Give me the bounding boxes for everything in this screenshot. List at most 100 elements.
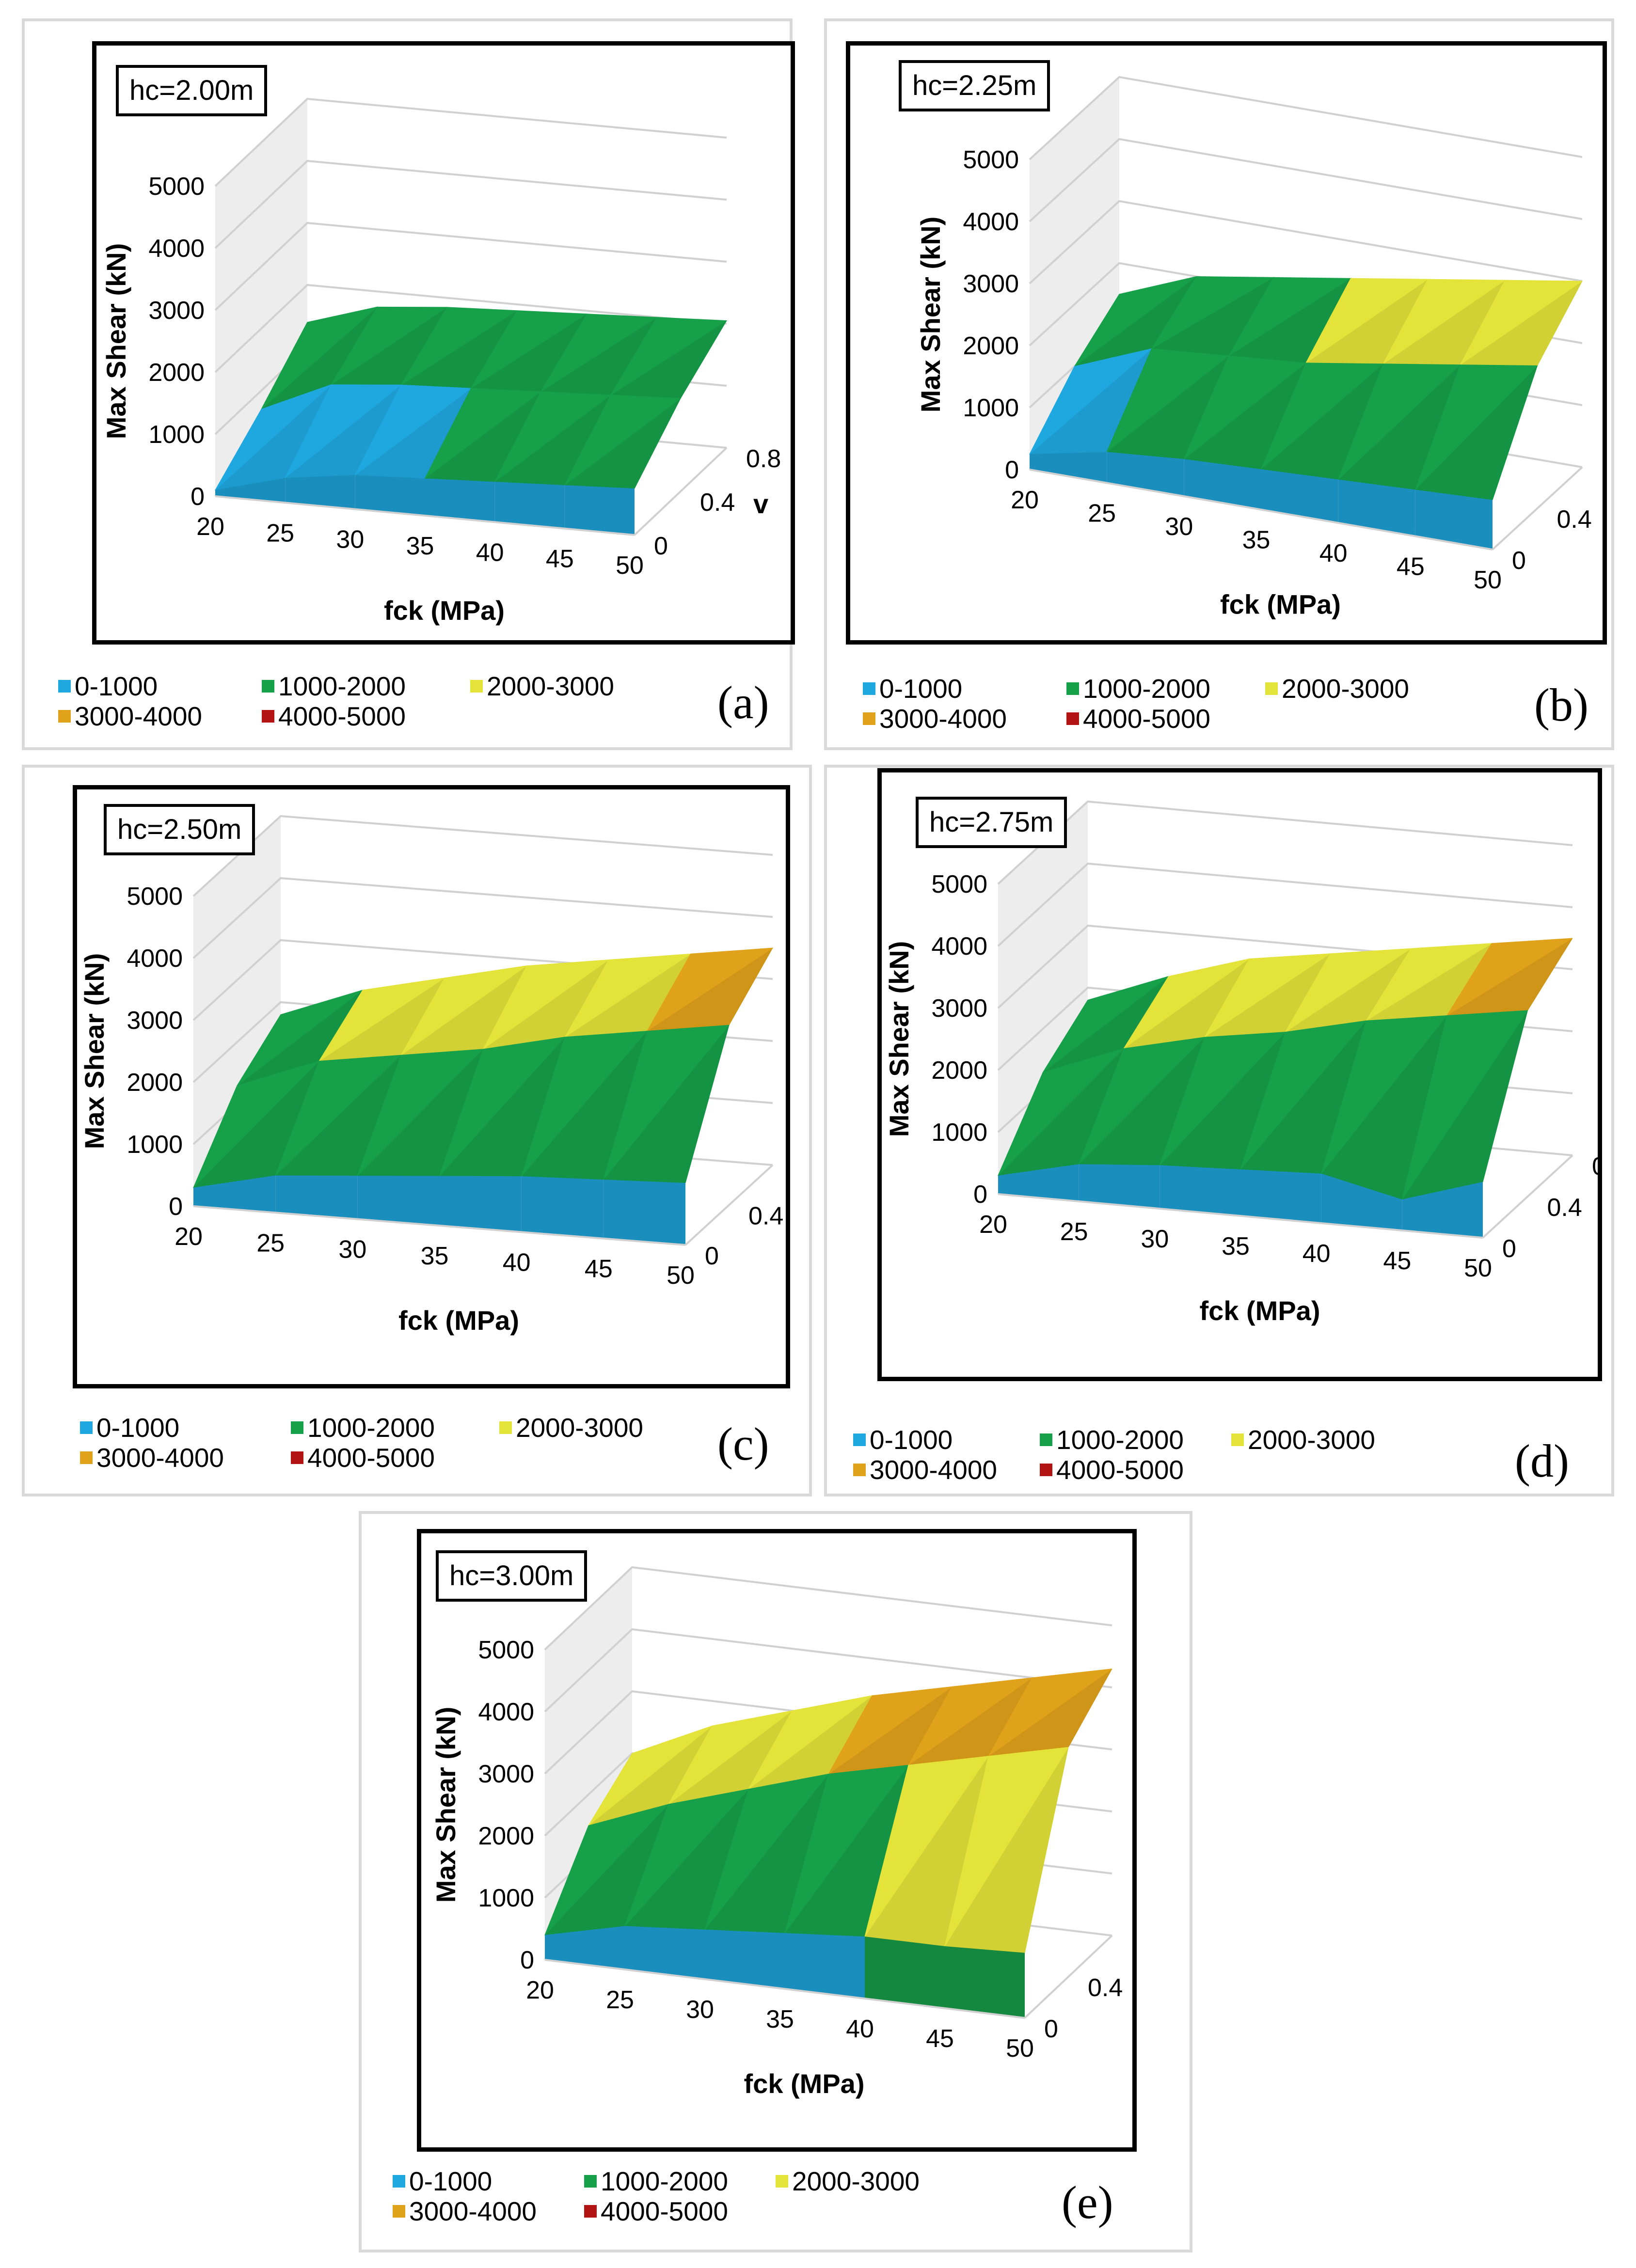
surface-skirt — [625, 1926, 705, 1979]
x-tick-label: 50 — [1464, 1254, 1492, 1282]
legend-item: 0-1000 — [58, 671, 158, 701]
legend-swatch — [863, 712, 875, 725]
x-axis-label: fck (MPa) — [398, 1305, 519, 1336]
y-tick-label: 5000 — [148, 173, 205, 201]
surface-facet — [494, 391, 612, 482]
surface-skirt — [494, 482, 565, 529]
y-tick-label: 0 — [520, 1946, 534, 1974]
surface-facet — [1159, 1032, 1286, 1166]
v-axis-line — [1492, 466, 1583, 551]
v-tick-label: 0.8 — [1131, 1933, 1132, 1961]
surface-facet — [1079, 1037, 1206, 1165]
surface-facet — [828, 1686, 953, 1775]
y-axis-label: Max Shear (kN) — [101, 243, 131, 440]
legend-swatch — [1265, 682, 1278, 695]
v-tick-label: 0.4 — [1088, 1974, 1123, 2002]
legend-label: 0-1000 — [870, 1425, 953, 1455]
v-tick-label: 0.4 — [1557, 505, 1592, 534]
y-tick-label: 2000 — [931, 1056, 987, 1085]
surface-skirt — [1415, 489, 1493, 550]
surface-skirt — [193, 1175, 276, 1213]
surface-facet — [564, 394, 682, 486]
v-axis-line — [684, 1164, 774, 1246]
surface-skirt — [425, 478, 495, 522]
chart-d: 0 1000 2000 3000 4000 5000 20 25 30 35 40 45 50 0 0.4 0… — [877, 768, 1602, 1381]
surface-facet — [1321, 1015, 1447, 1174]
legend-item: 2000-3000 — [1231, 1425, 1375, 1455]
v-tick-label: 0 — [1512, 547, 1526, 575]
y-tick-label: 0 — [169, 1193, 183, 1221]
x-axis-line — [215, 495, 635, 536]
surface-plot: 0 1000 2000 3000 4000 5000 20 25 30 35 40 45 50 0 0.4 0… — [430, 1566, 1132, 2099]
v-tick-label: 0.8 — [746, 445, 781, 473]
surface-facet — [944, 1747, 1069, 1947]
y-tick-label: 3000 — [127, 1007, 183, 1035]
chart-title: hc=2.25m — [899, 60, 1050, 111]
chart-title: hc=2.50m — [104, 804, 255, 855]
legend-label: 4000-5000 — [601, 2196, 729, 2226]
y-tick-label: 5000 — [963, 146, 1019, 174]
x-tick-label: 35 — [406, 532, 434, 560]
y-tick-label: 0 — [973, 1181, 987, 1209]
gridline — [214, 221, 727, 311]
surface-skirt — [545, 1926, 625, 1969]
legend-label: 0-1000 — [96, 1413, 180, 1443]
chart-title: hc=2.75m — [916, 797, 1067, 848]
gridline — [997, 800, 1573, 885]
legend-swatch — [1066, 682, 1079, 695]
v-tick-label: 0 — [1502, 1235, 1516, 1263]
legend-label: 3000-4000 — [879, 704, 1007, 734]
surface-plot: 0 1000 2000 3000 4000 5000 20 25 30 35 40 45 50 0 0.4 0… — [915, 76, 1603, 620]
surface-facet — [610, 317, 728, 395]
v-axis-line — [634, 447, 728, 536]
legend-label: 4000-5000 — [1083, 704, 1211, 734]
surface-facet — [1305, 278, 1429, 363]
panel-label-a: (a) — [717, 677, 769, 728]
legend-label: 0-1000 — [409, 2166, 492, 2196]
legend-item: 1000-2000 — [584, 2166, 728, 2196]
y-tick-label: 4000 — [478, 1698, 534, 1726]
x-tick-label: 20 — [1011, 486, 1039, 514]
legend-item: 0-1000 — [393, 2166, 492, 2196]
legend-swatch — [262, 710, 274, 723]
legend-label: 1000-2000 — [1083, 674, 1211, 704]
panel-label-d: (d) — [1515, 1435, 1569, 1487]
surface-skirt — [1184, 459, 1261, 510]
legend-swatch — [1040, 1464, 1052, 1477]
legend-label: 3000-4000 — [96, 1443, 224, 1473]
gridline — [544, 1566, 1112, 1651]
surface-skirt — [215, 478, 286, 503]
surface-facet — [357, 1049, 484, 1176]
surface-facet — [1151, 276, 1275, 349]
x-tick-label: 45 — [926, 2025, 954, 2053]
surface-plot: 0 1000 2000 3000 4000 5000 20 25 30 35 40 45 50 0 0.4 0… — [884, 800, 1598, 1326]
surface-facet — [544, 1804, 669, 1936]
surface-skirt — [439, 1176, 522, 1232]
surface-facet — [908, 1677, 1032, 1765]
surface-facet — [704, 1773, 829, 1930]
legend-item: 4000-5000 — [1066, 704, 1210, 734]
legend-swatch — [863, 682, 875, 695]
legend-swatch — [58, 680, 71, 693]
chart-e: 0 1000 2000 3000 4000 5000 20 25 30 35 40 45 50 0 0.4 0… — [417, 1529, 1137, 2152]
x-tick-label: 35 — [1242, 526, 1271, 554]
surface-skirt — [1107, 452, 1184, 496]
surface-skirt — [1240, 1169, 1321, 1223]
surface-facet — [1029, 348, 1152, 455]
surface-skirt — [1261, 469, 1338, 523]
y-tick-label: 0 — [191, 483, 205, 511]
legend-item: 4000-5000 — [584, 2196, 728, 2226]
gridline — [1029, 76, 1583, 160]
legend-swatch — [776, 2175, 788, 2188]
legend-swatch — [1066, 712, 1079, 725]
legend-item: 4000-5000 — [291, 1443, 435, 1473]
chart-title: hc=3.00m — [436, 1550, 588, 1602]
y-tick-label: 3000 — [963, 270, 1019, 298]
x-axis-line — [998, 1193, 1483, 1239]
surface-skirt — [285, 475, 355, 509]
legend-item: 3000-4000 — [80, 1443, 224, 1473]
legend-label: 2000-3000 — [1248, 1425, 1376, 1455]
gridline — [1029, 200, 1583, 284]
surface-facet — [425, 388, 542, 479]
legend-label: 1000-2000 — [307, 1413, 435, 1443]
